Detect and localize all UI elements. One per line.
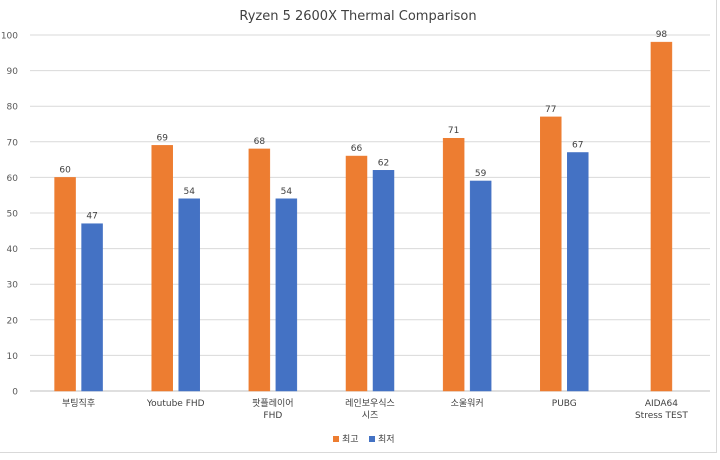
- data-label: 77: [545, 105, 556, 115]
- legend-label: 최저: [378, 434, 395, 445]
- y-tick-label: 90: [7, 67, 19, 77]
- gridlines: [30, 34, 710, 392]
- data-label: 68: [254, 137, 266, 147]
- x-tick-label: 부팅직후: [62, 398, 95, 409]
- x-tick-label: 시즈: [362, 410, 379, 421]
- y-tick-label: 60: [7, 174, 19, 184]
- bar: [540, 116, 562, 392]
- y-tick-label: 80: [7, 103, 19, 113]
- y-tick-label: 70: [7, 138, 19, 148]
- data-label: 69: [156, 133, 168, 143]
- bars: [54, 41, 673, 392]
- x-tick-label: 소울워커: [451, 398, 484, 409]
- y-tick-label: 40: [7, 245, 19, 255]
- y-tick-label: 0: [12, 388, 18, 398]
- data-label: 47: [86, 212, 97, 222]
- legend-label: 최고: [342, 434, 359, 445]
- x-tick-label: AIDA64: [645, 399, 678, 409]
- data-label: 60: [59, 165, 71, 175]
- bar: [469, 180, 492, 392]
- bar: [275, 198, 298, 392]
- legend-swatch: [369, 436, 375, 442]
- y-tick-label: 20: [7, 316, 19, 326]
- bar: [650, 41, 673, 392]
- x-tick-label: Stress TEST: [635, 411, 688, 421]
- x-tick-label: FHD: [263, 411, 282, 421]
- data-label: 59: [475, 169, 487, 179]
- data-label: 71: [448, 126, 459, 136]
- bar: [442, 137, 465, 392]
- x-tick-label: 팟플레이어: [252, 398, 293, 409]
- x-tick-label: PUBG: [552, 399, 577, 409]
- data-label: 62: [378, 158, 389, 168]
- data-label: 98: [656, 30, 668, 40]
- data-label: 67: [572, 140, 583, 150]
- data-label: 54: [281, 187, 293, 197]
- data-labels: 60 47 69 54 68 54 66 62 71 59 77 67 98: [59, 30, 667, 222]
- bar: [178, 198, 200, 392]
- legend-swatch: [333, 436, 339, 442]
- bar-chart: Ryzen 5 2600X Thermal Comparison 0 10 20 30…: [1, 9, 710, 445]
- y-tick-label: 30: [7, 281, 19, 291]
- y-tick-label: 100: [1, 32, 18, 42]
- data-label: 66: [351, 144, 363, 154]
- y-axis: 0 10 20 30 40 50 60 70 80 90 100: [1, 32, 18, 398]
- bar: [151, 145, 173, 392]
- x-tick-label: 레인보우식스: [345, 398, 395, 409]
- bar: [54, 177, 76, 392]
- data-label: 54: [183, 187, 195, 197]
- y-tick-label: 50: [7, 210, 19, 220]
- legend: 최고 최저: [333, 434, 395, 445]
- bar: [567, 152, 589, 392]
- chart-title: Ryzen 5 2600X Thermal Comparison: [239, 9, 476, 24]
- y-tick-label: 10: [7, 352, 19, 362]
- bar: [345, 155, 368, 392]
- bar: [372, 170, 395, 392]
- bar: [248, 148, 271, 392]
- bar: [81, 223, 103, 392]
- x-tick-label: Youtube FHD: [146, 399, 205, 409]
